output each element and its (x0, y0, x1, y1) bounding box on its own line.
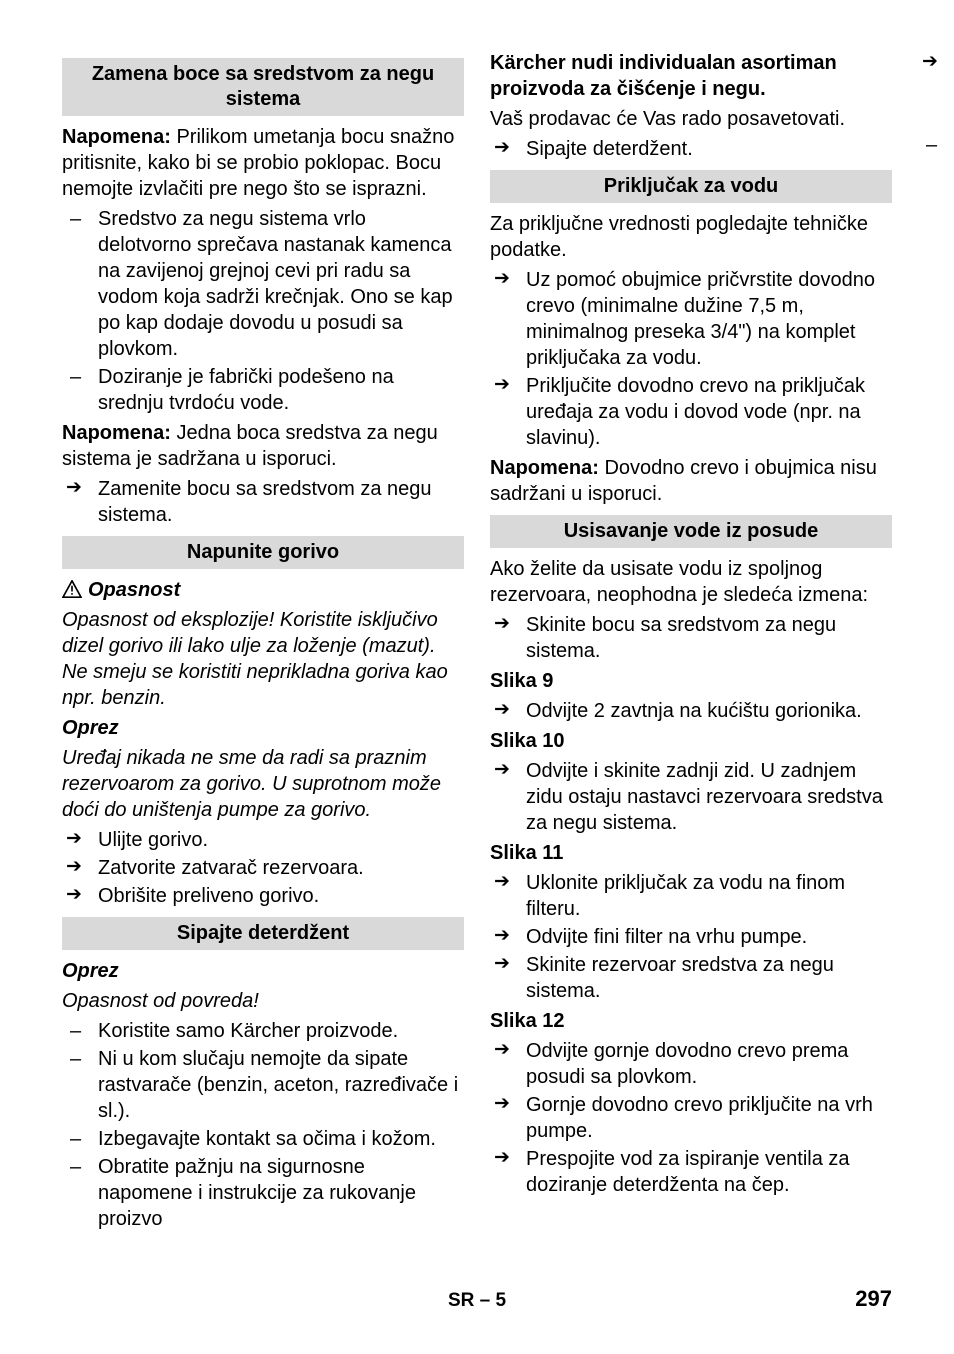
list-item: Priključite usisno crevo (prečnik najman… (918, 50, 954, 128)
label-slika-12: Slika 12 (490, 1008, 892, 1034)
list-item: Izbegavajte kontakt sa očima i kožom. (62, 1126, 464, 1152)
para-napomena-2: Napomena: Jedna boca sredstva za negu si… (62, 420, 464, 472)
label-napomena: Napomena: (490, 457, 599, 479)
list-item: Sredstvo za negu sistema vrlo delotvorno… (62, 206, 464, 362)
list-oprez: Koristite samo Kärcher proizvode. Ni u k… (62, 1018, 464, 1232)
label-oprez: Oprez (62, 958, 464, 984)
para-opasnost: Opasnost od eksplozije! Koristite isklju… (62, 607, 464, 711)
list-item: Priključite dovodno crevo na priključak … (490, 373, 892, 451)
label-slika-9: Slika 9 (490, 668, 892, 694)
step-list: Odvijte i skinite zadnji zid. U zadnjem … (490, 758, 892, 836)
list-item: Zatvorite zatvarač rezervoara. (62, 855, 464, 881)
step-list: Uz pomoć obujmice pričvrstite dovodno cr… (490, 267, 892, 451)
para-prikljucne: Za priključne vrednosti pogledajte tehni… (490, 211, 892, 263)
step-list: Ulijte gorivo. Zatvorite zatvarač rezerv… (62, 827, 464, 909)
para-napomena-1: Napomena: Prilikom umetanja bocu snažno … (62, 124, 464, 202)
list-item: Prespojite vod za ispiranje ventila za d… (490, 1146, 892, 1198)
list-item: Sipajte deterdžent. (490, 136, 892, 162)
text: Opasnost (88, 579, 180, 601)
list-item: Skinite rezervoar sredstva za negu siste… (490, 952, 892, 1004)
list-item: Zamenite bocu sa sredstvom za negu siste… (62, 476, 464, 528)
list-item: Doziranje je fabrički podešeno na srednj… (62, 364, 464, 416)
list-item: Gornje dovodno crevo priključite na vrh … (490, 1092, 892, 1144)
list-item: Odvijte 2 zavtnja na kućištu gorionika. (490, 698, 892, 724)
label-slika-11: Slika 11 (490, 840, 892, 866)
label-napomena: Napomena: (62, 126, 171, 148)
step-list: Skinite bocu sa sredstvom za negu sistem… (490, 612, 892, 664)
warning-icon (62, 580, 82, 598)
para-napomena-3: Napomena: Dovodno crevo i obujmica nisu … (490, 455, 892, 507)
list-item: Obratite pažnju na sigurnosne napomene i… (62, 1154, 464, 1232)
step-list: Odvijte 2 zavtnja na kućištu gorionika. (490, 698, 892, 724)
label-opasnost: Opasnost (62, 577, 464, 603)
heading-usisavanje: Usisavanje vode iz posude (490, 515, 892, 548)
para-usisavanje: Ako želite da usisate vodu iz spoljnog r… (490, 556, 892, 608)
heading-sipajte-deterdzent: Sipajte deterdžent (62, 917, 464, 950)
list-item: Odvijte fini filter na vrhu pumpe. (490, 924, 892, 950)
list-item: Uklonite priključak za vodu na finom fil… (490, 870, 892, 922)
para-povreda: Opasnost od povreda! (62, 988, 464, 1014)
list-item: Obrišite preliveno gorivo. (62, 883, 464, 909)
para-prodavac: Vaš prodavac će Vas rado posavetovati. (490, 106, 892, 132)
para-oprez: Uređaj nikada ne sme da radi sa praznim … (62, 745, 464, 823)
step-list: Zamenite bocu sa sredstvom za negu siste… (62, 476, 464, 528)
page-number: 297 (855, 1286, 892, 1312)
list-maks: Maks. visina usisavanja: 0,5 m (918, 132, 954, 158)
list-item: Odvijte i skinite zadnji zid. U zadnjem … (490, 758, 892, 836)
list-sredstvo: Sredstvo za negu sistema vrlo delotvorno… (62, 206, 464, 416)
label-oprez: Oprez (62, 715, 464, 741)
heading-zamena-boce: Zamena boce sa sredstvom za negu sistema (62, 58, 464, 116)
heading-napunite-gorivo: Napunite gorivo (62, 536, 464, 569)
list-item: Ni u kom slučaju nemojte da sipate rastv… (62, 1046, 464, 1124)
list-item: Skinite bocu sa sredstvom za negu sistem… (490, 612, 892, 664)
para-karcher-asort: Kärcher nudi individualan asortiman proi… (490, 50, 892, 102)
list-item: Ulijte gorivo. (62, 827, 464, 853)
footer-center: SR – 5 (448, 1290, 506, 1311)
list-item: Odvijte gornje dovodno crevo prema posud… (490, 1038, 892, 1090)
step-list: Sipajte deterdžent. (490, 136, 892, 162)
list-item: Uz pomoć obujmice pričvrstite dovodno cr… (490, 267, 892, 371)
page-footer: SR – 5 297 (0, 1290, 954, 1312)
step-list: Uklonite priključak za vodu na finom fil… (490, 870, 892, 1004)
label-napomena: Napomena: (62, 422, 171, 444)
label-slika-10: Slika 10 (490, 728, 892, 754)
list-item: Maks. visina usisavanja: 0,5 m (918, 132, 954, 158)
heading-prikljucak-vodu: Priključak za vodu (490, 170, 892, 203)
list-item: Koristite samo Kärcher proizvode. (62, 1018, 464, 1044)
